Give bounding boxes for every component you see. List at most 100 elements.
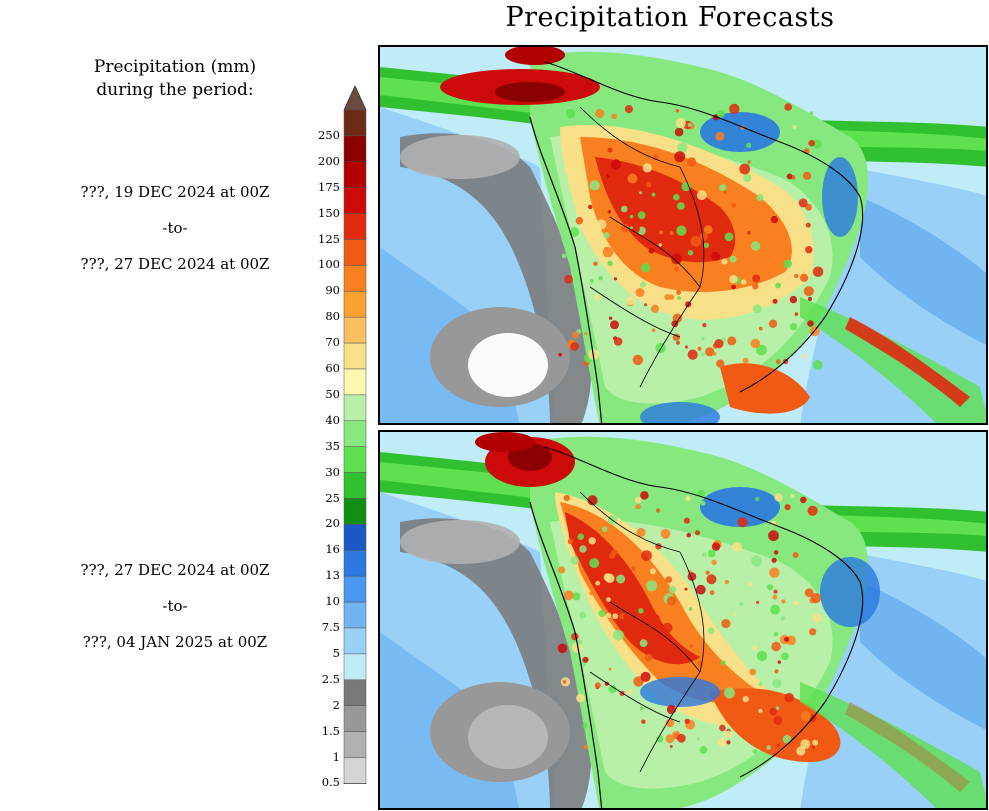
rain-speckle [737,517,748,528]
rain-speckle [596,219,607,230]
rain-speckle [616,574,626,584]
rain-speckle [584,332,588,336]
colorbar-tick-label: 60 [325,361,340,375]
rain-speckle [733,612,737,616]
rain-speckle [658,243,662,247]
rain-speckle [694,530,701,536]
rain-speckle [772,594,778,600]
rain-speckle [731,284,736,290]
rain-speckle [768,167,772,171]
colorbar-tick-label: 150 [318,205,340,220]
rain-speckle [589,558,600,569]
period-1-map-field [380,47,986,423]
country-border [609,601,701,673]
rain-speckle [608,316,613,320]
rain-speckle [674,266,679,272]
rain-speckle [569,530,579,539]
rain-speckle [777,660,781,664]
rain-speckle [660,136,670,147]
rain-speckle [687,123,692,127]
rain-speckle [700,500,706,506]
rain-speckle [773,632,778,637]
rain-speckle [804,588,814,598]
rain-speckle [675,117,686,129]
rain-speckle [752,749,758,754]
rain-speckle [564,166,574,176]
rain-speckle [705,347,715,357]
rain-speckle [773,716,783,725]
rain-speckle [611,113,617,120]
rain-speckle [749,668,757,676]
rain-speckle [655,342,666,354]
rain-speckle [715,131,725,141]
colorbar-legend: 250 200 175 150 125 100 90 80 70 60 50 40 35 30 25 20 16… [300,84,380,809]
rain-speckle [572,331,579,339]
rain-speckle [690,235,702,247]
rain-speckle [635,288,645,297]
rain-speckle [706,574,717,585]
rain-speckle [686,157,697,167]
rain-speckle [688,607,693,611]
rain-speckle [580,206,585,211]
rain-speckle [693,618,699,625]
rain-speckle [623,612,633,622]
rain-speckle [756,194,764,202]
colorbar-swatch [343,731,367,758]
rain-speckle [701,352,706,357]
coastline [529,501,603,808]
country-border [589,671,681,723]
colorbar-swatch [343,705,367,732]
rain-speckle [743,173,752,182]
colorbar-tick-label: 16 [325,542,340,557]
heavy-rain-spot [475,432,535,452]
period-1-label: ???, 19 DEC 2024 at 00Z -to- ???, 27 DEC… [0,174,350,282]
country-border [579,106,681,168]
rain-speckle [812,139,822,149]
rain-speckle [669,745,673,748]
legend-heading-line2: during the period: [96,80,254,100]
rain-speckle [729,255,737,263]
rain-speckle [783,259,792,269]
rain-speckle [752,283,759,290]
rain-speckle [662,622,673,633]
rain-speckle [792,125,797,129]
colorbar-swatch [343,187,367,214]
rain-speckle [689,644,693,648]
rain-speckle [740,279,747,285]
rain-speckle [789,322,798,331]
heavy-rain-spot [505,47,565,65]
colorbar-bottom-arrow [343,783,367,809]
period-2-end: ???, 04 JAN 2025 at 00Z [82,633,268,651]
rain-speckle [671,320,679,328]
rain-speckle [667,118,676,127]
rain-speckle [606,612,612,618]
rain-speckle [665,734,675,744]
rain-speckle [607,260,613,267]
rain-speckle [576,639,583,645]
colorbar-swatch [343,161,367,188]
rain-speckle [807,505,818,516]
rain-speckle [784,636,790,642]
rain-speckle [595,580,601,586]
rain-speckle [702,552,708,558]
rain-speckle [649,568,656,575]
rain-speckle [630,527,636,533]
rain-speckle [775,359,781,365]
rain-speckle [626,296,636,306]
blue-patch [700,487,780,527]
rain-speckle [809,628,817,636]
rain-speckle [649,613,661,625]
rain-speckle [703,242,710,249]
rain-speckle [752,304,762,314]
rain-speckle [676,340,680,345]
rain-speckle [582,723,588,729]
rain-speckle [786,635,796,646]
rain-speckle [775,706,780,710]
rain-speckle [620,205,628,213]
blue-patch [700,112,780,152]
rain-speckle [812,613,822,623]
rain-speckle [603,232,610,239]
rain-speckle [697,489,705,497]
rain-speckle [742,696,749,703]
rain-speckle [684,587,688,591]
